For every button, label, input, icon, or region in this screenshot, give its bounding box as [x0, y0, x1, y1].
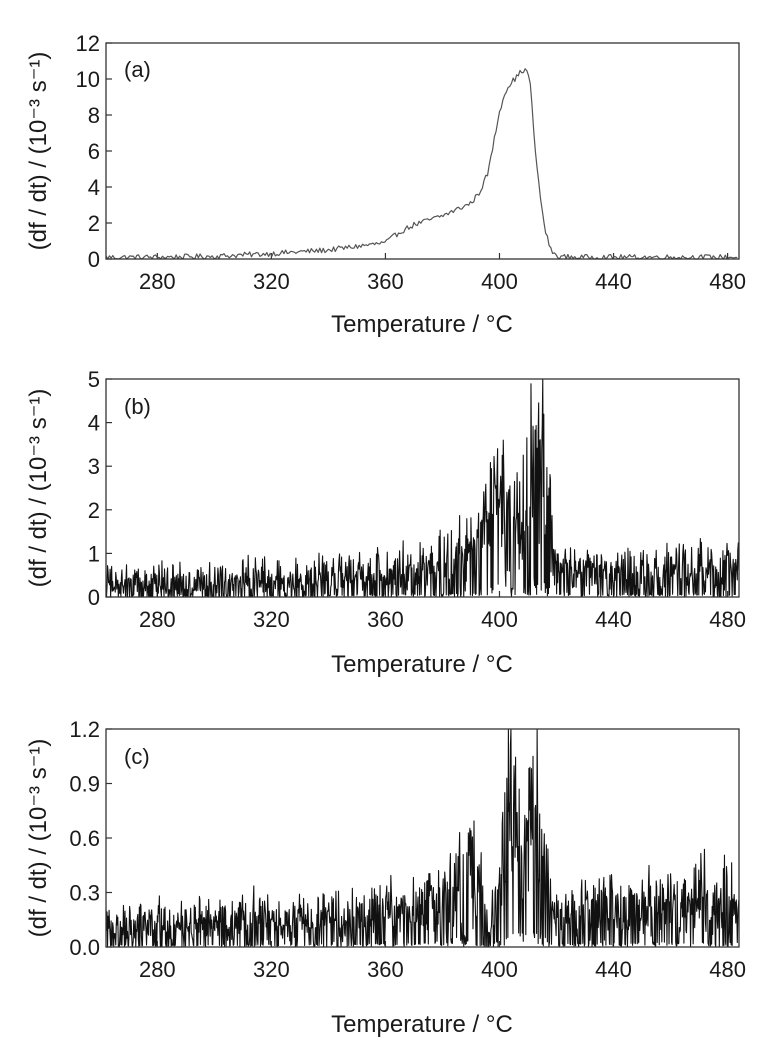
x-tick-label-a-400: 400	[481, 269, 518, 294]
y-tick-label-b-3: 3	[88, 454, 100, 479]
y-tick-label-c-0: 0.0	[69, 935, 100, 960]
x-tick-label-b-320: 320	[253, 607, 290, 632]
y-tick-label-a-6: 12	[76, 31, 100, 56]
y-tick-label-a-2: 4	[88, 175, 100, 200]
plot-frame-c	[105, 728, 740, 948]
panel-label-c: (c)	[124, 744, 150, 769]
y-tick-label-a-3: 6	[88, 139, 100, 164]
y-tick-label-b-5: 5	[88, 367, 100, 392]
panel-label-a: (a)	[124, 57, 151, 82]
x-tick-label-a-320: 320	[253, 269, 290, 294]
x-tick-label-b-480: 480	[709, 607, 746, 632]
x-tick-label-c-400: 400	[481, 957, 518, 982]
y-tick-label-a-4: 8	[88, 103, 100, 128]
plot-area-b: 280 320 360 400 440 480 0 1 2 3 4 5	[88, 367, 746, 632]
y-tick-label-a-0: 0	[88, 247, 100, 272]
y-tick-label-c-3: 0.9	[69, 772, 100, 797]
x-tick-label-a-480: 480	[709, 269, 746, 294]
y-tick-label-b-0: 0	[88, 585, 100, 610]
x-tick-label-b-400: 400	[481, 607, 518, 632]
y-tick-label-c-2: 0.6	[69, 826, 100, 851]
x-axis-title-c: Temperature / °C	[331, 1011, 513, 1038]
x-axis-title-b: Temperature / °C	[331, 651, 513, 678]
y-tick-label-b-1: 1	[88, 541, 100, 566]
x-tick-label-c-360: 360	[367, 957, 404, 982]
y-tick-label-c-4: 1.2	[69, 717, 100, 742]
y-axis-title-b: (df / dt) / (10⁻³ s⁻¹)	[25, 389, 52, 588]
x-tick-label-a-440: 440	[595, 269, 632, 294]
panel-c: 280 320 360 400 440 480 0.0 0.3 0.6 0.9 1.2 (c) Te…	[25, 717, 746, 1038]
panel-b: 280 320 360 400 440 480 0 1 2 3 4 5 (b) Temperature…	[25, 367, 746, 678]
panel-label-b: (b)	[124, 394, 151, 419]
y-axis-title-c: (df / dt) / (10⁻³ s⁻¹)	[25, 739, 52, 938]
x-tick-label-b-360: 360	[367, 607, 404, 632]
series-line-c	[105, 728, 740, 948]
y-axis-title-a: (df / dt) / (10⁻³ s⁻¹)	[25, 52, 52, 251]
panel-a: 280 320 360 400 440 480 0 2 4 6 8 10 12 (a) Temperat…	[25, 31, 746, 338]
x-tick-label-a-280: 280	[139, 269, 176, 294]
series-line-b	[105, 378, 740, 598]
x-tick-label-a-360: 360	[367, 269, 404, 294]
x-tick-label-b-280: 280	[139, 607, 176, 632]
y-tick-label-c-1: 0.3	[69, 881, 100, 906]
x-axis-title-a: Temperature / °C	[331, 311, 513, 338]
x-tick-label-c-280: 280	[139, 957, 176, 982]
y-tick-label-b-4: 4	[88, 411, 100, 436]
x-tick-label-c-480: 480	[709, 957, 746, 982]
plot-frame-a	[105, 42, 740, 260]
y-tick-label-a-1: 2	[88, 211, 100, 236]
plot-area-a: 280 320 360 400 440 480 0 2 4 6 8 10 12	[76, 31, 746, 294]
x-tick-label-b-440: 440	[595, 607, 632, 632]
y-tick-label-a-5: 10	[76, 67, 100, 92]
series-line-a	[105, 68, 738, 260]
plot-area-c: 280 320 360 400 440 480 0.0 0.3 0.6 0.9 1.2	[69, 717, 746, 982]
y-tick-label-b-2: 2	[88, 498, 100, 523]
plot-frame-b	[105, 378, 740, 598]
x-tick-label-c-440: 440	[595, 957, 632, 982]
x-tick-label-c-320: 320	[253, 957, 290, 982]
